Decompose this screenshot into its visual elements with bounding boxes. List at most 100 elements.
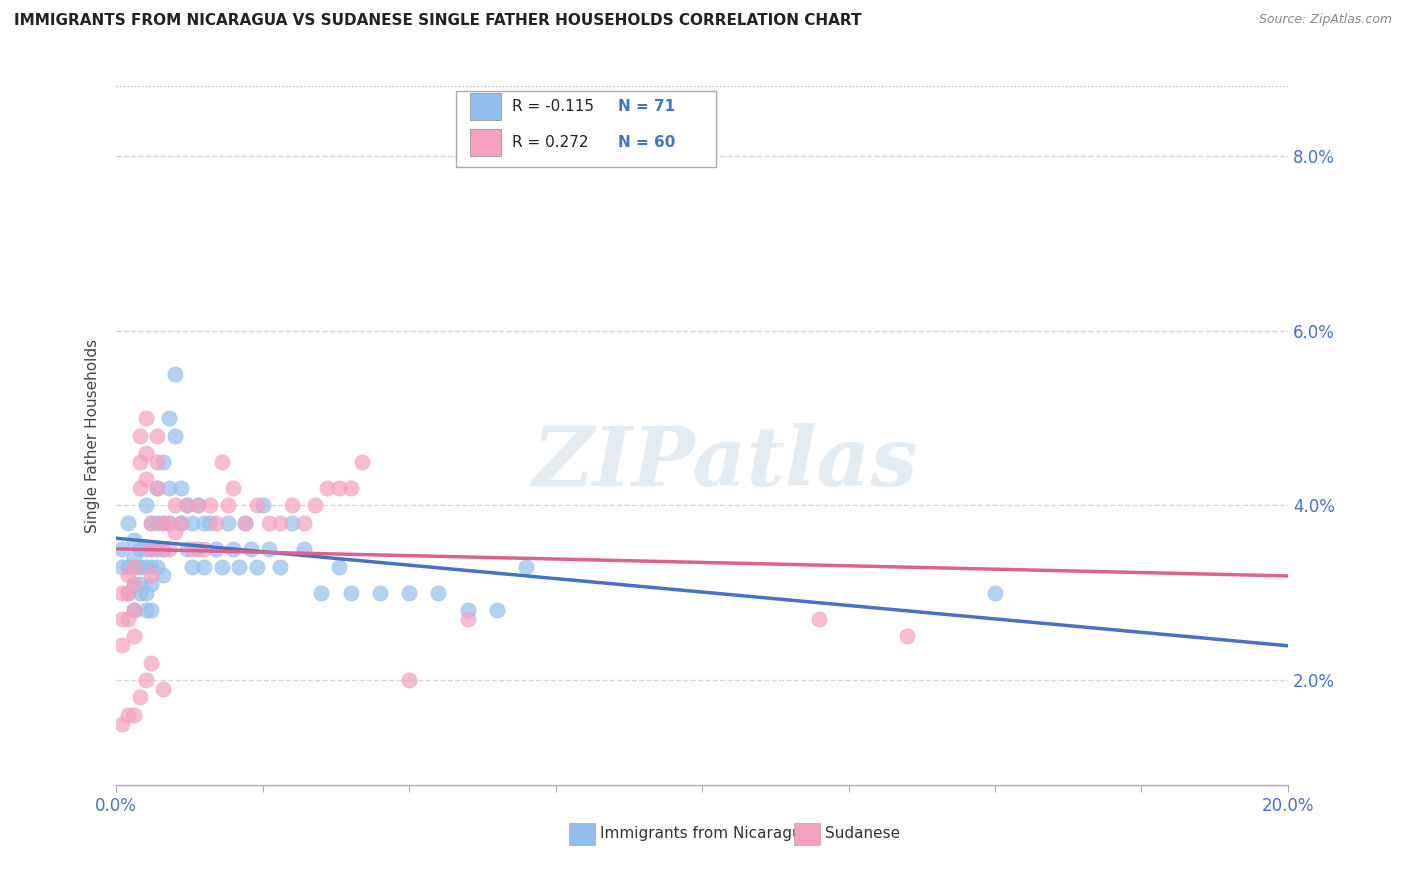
Point: [141, 516, 163, 530]
Point: [181, 516, 204, 530]
Point: [427, 585, 450, 599]
Point: [457, 612, 479, 626]
Point: [808, 612, 831, 626]
Point: [515, 559, 537, 574]
Point: [257, 516, 280, 530]
Point: [163, 499, 186, 513]
Point: [233, 516, 256, 530]
Point: [398, 585, 420, 599]
Point: [128, 542, 150, 557]
Point: [217, 499, 239, 513]
Point: [128, 559, 150, 574]
Text: Immigrants from Nicaragua: Immigrants from Nicaragua: [600, 826, 811, 841]
Point: [122, 707, 145, 722]
Point: [152, 681, 174, 696]
Point: [398, 673, 420, 687]
Point: [163, 368, 186, 382]
Point: [187, 499, 209, 513]
Point: [117, 568, 139, 582]
Point: [146, 481, 169, 495]
Point: [170, 481, 193, 495]
Point: [187, 542, 209, 557]
Point: [157, 516, 180, 530]
Point: [187, 499, 209, 513]
Point: [198, 499, 221, 513]
Text: N = 60: N = 60: [617, 135, 675, 150]
Point: [122, 629, 145, 643]
Point: [339, 481, 361, 495]
Point: [146, 481, 169, 495]
Point: [252, 499, 274, 513]
Point: [292, 516, 315, 530]
Point: [170, 516, 193, 530]
Point: [141, 559, 163, 574]
Point: [328, 481, 350, 495]
Point: [141, 568, 163, 582]
Point: [896, 629, 918, 643]
Text: Source: ZipAtlas.com: Source: ZipAtlas.com: [1258, 13, 1392, 27]
Point: [117, 585, 139, 599]
Point: [122, 533, 145, 548]
Point: [281, 516, 304, 530]
Point: [269, 559, 291, 574]
Point: [176, 499, 198, 513]
Point: [135, 603, 157, 617]
Point: [157, 516, 180, 530]
Point: [135, 499, 157, 513]
Point: [198, 516, 221, 530]
Point: [146, 542, 169, 557]
Point: [117, 559, 139, 574]
Point: [152, 516, 174, 530]
Point: [122, 603, 145, 617]
Point: [117, 585, 139, 599]
Point: [170, 516, 193, 530]
Point: [193, 542, 215, 557]
Point: [141, 516, 163, 530]
Point: [269, 516, 291, 530]
Point: [176, 542, 198, 557]
Point: [316, 481, 339, 495]
Point: [157, 481, 180, 495]
Point: [135, 673, 157, 687]
Point: [339, 585, 361, 599]
Point: [176, 499, 198, 513]
Text: IMMIGRANTS FROM NICARAGUA VS SUDANESE SINGLE FATHER HOUSEHOLDS CORRELATION CHART: IMMIGRANTS FROM NICARAGUA VS SUDANESE SI…: [14, 13, 862, 29]
Point: [193, 559, 215, 574]
Point: [181, 542, 204, 557]
Text: R = -0.115: R = -0.115: [512, 99, 595, 114]
Point: [128, 585, 150, 599]
Point: [222, 542, 245, 557]
Point: [111, 716, 134, 731]
Point: [135, 559, 157, 574]
Point: [128, 428, 150, 442]
Point: [240, 542, 263, 557]
Point: [152, 542, 174, 557]
Point: [152, 568, 174, 582]
Y-axis label: Single Father Households: Single Father Households: [86, 338, 100, 533]
Point: [117, 707, 139, 722]
Point: [111, 542, 134, 557]
Text: ZIPatlas: ZIPatlas: [533, 424, 918, 503]
Point: [122, 577, 145, 591]
Point: [257, 542, 280, 557]
Point: [111, 638, 134, 652]
Point: [141, 656, 163, 670]
Point: [217, 516, 239, 530]
Point: [486, 603, 509, 617]
Point: [311, 585, 333, 599]
Text: Sudanese: Sudanese: [825, 826, 900, 841]
Point: [141, 542, 163, 557]
Point: [205, 516, 228, 530]
Point: [193, 516, 215, 530]
Point: [152, 542, 174, 557]
Point: [128, 481, 150, 495]
Point: [246, 559, 269, 574]
Point: [146, 516, 169, 530]
Point: [122, 559, 145, 574]
Point: [146, 559, 169, 574]
Point: [128, 577, 150, 591]
Point: [292, 542, 315, 557]
Point: [122, 577, 145, 591]
Point: [352, 455, 374, 469]
Point: [163, 428, 186, 442]
